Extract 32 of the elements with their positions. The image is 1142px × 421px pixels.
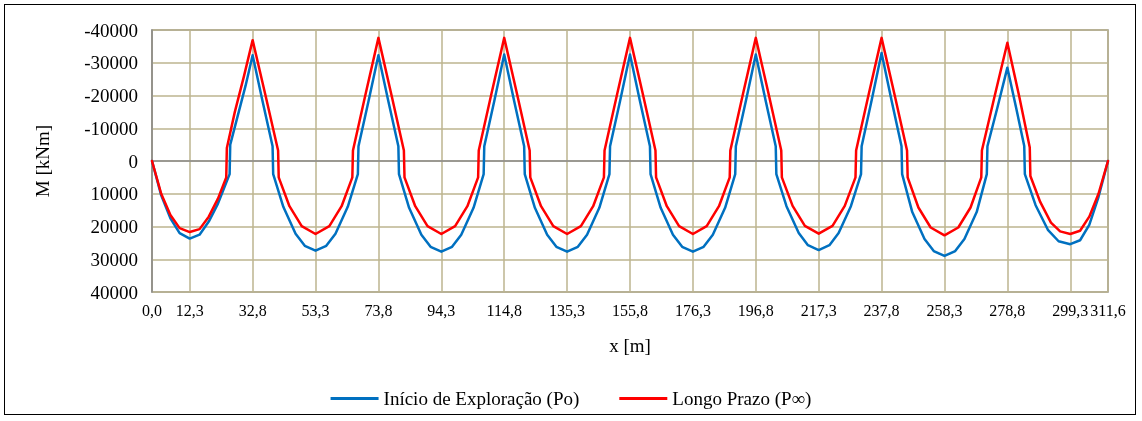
y-tick-label: -40000 [84,19,138,41]
x-tick-label: 176,3 [674,301,711,319]
x-tick-label: 299,3 [1052,301,1089,319]
legend-label: Início de Exploração (Po) [383,388,580,410]
x-tick-label: 155,8 [612,301,648,319]
y-tick-label: 30000 [90,248,138,270]
x-axis-title: x [m] [609,335,651,356]
x-tick-label: 53,3 [301,301,330,319]
x-tick-label: 196,8 [737,301,774,319]
x-tick-label: 135,3 [549,301,586,319]
x-tick-label: 32,8 [238,301,267,319]
legend-label: Longo Prazo (P∞) [672,388,812,410]
line-series [150,36,1110,237]
y-tick-label: 40000 [90,281,138,303]
x-tick-label: 311,6 [1090,301,1126,319]
x-tick-label: 73,8 [364,301,393,319]
y-tick-label: -10000 [84,117,138,139]
y-tick-label: 20000 [90,216,138,237]
y-axis-title: M [kNm] [32,124,53,198]
y-tick-label: -20000 [84,85,138,106]
x-tick-label: 278,8 [989,301,1026,319]
x-tick-label: 114,8 [486,301,522,319]
y-tick-label: 0 [128,150,138,172]
x-tick-label: 0,0 [142,301,162,319]
x-tick-label: 94,3 [427,301,456,319]
x-tick-label: 237,8 [863,301,900,319]
line-series [150,51,1110,258]
x-tick-label: 12,3 [175,301,204,319]
x-tick-label: 258,3 [926,301,963,319]
x-tick-label: 217,3 [800,301,837,319]
y-tick-label: 10000 [90,183,138,205]
y-tick-label: -30000 [84,52,138,74]
